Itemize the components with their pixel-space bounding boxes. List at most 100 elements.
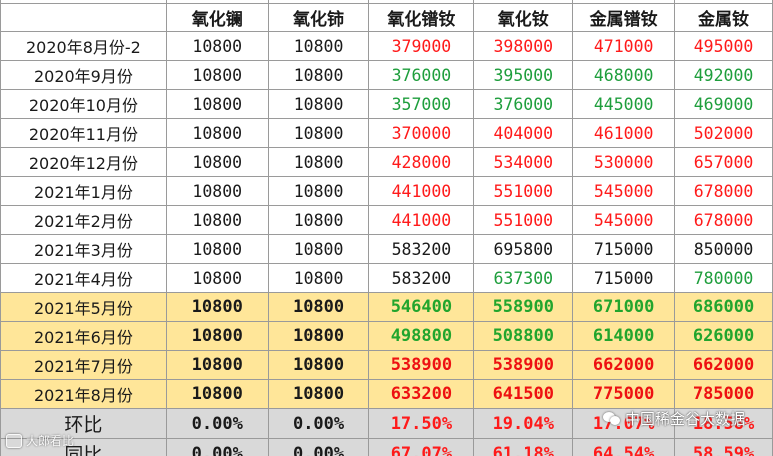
cell-prnd-oxide[interactable]: 441000 [368,176,475,206]
cell-prnd-oxide[interactable]: 498800 [368,321,475,351]
cell-cerium-oxide[interactable]: 10800 [267,234,370,264]
cell-prnd-oxide[interactable]: 546400 [368,292,475,322]
cell-prnd-oxide[interactable]: 67.07% [368,438,475,456]
row-label-cell[interactable]: 2021年4月份 [0,263,167,293]
cell-nd-oxide[interactable]: 19.04% [473,408,574,439]
cell-nd-oxide[interactable]: 61.18% [473,438,574,456]
cell-lanthanum-oxide[interactable]: 10800 [165,263,269,293]
header-cell-lanthanum-oxide[interactable]: 氧化镧 [165,3,269,32]
cell-prnd-metal[interactable]: 715000 [572,263,676,293]
cell-lanthanum-oxide[interactable]: 10800 [165,379,269,409]
cell-nd-metal[interactable]: 495000 [674,31,773,61]
cell-cerium-oxide[interactable]: 10800 [267,292,370,322]
cell-prnd-metal[interactable]: 671000 [572,292,676,322]
cell-lanthanum-oxide[interactable]: 10800 [165,118,269,148]
cell-nd-oxide[interactable]: 404000 [473,118,574,148]
cell-prnd-oxide[interactable]: 583200 [368,234,475,264]
header-cell-nd-metal[interactable]: 金属钕 [674,3,773,32]
cell-prnd-metal[interactable]: 445000 [572,89,676,119]
cell-nd-oxide[interactable]: 534000 [473,147,574,177]
cell-prnd-metal[interactable]: 471000 [572,31,676,61]
cell-prnd-oxide[interactable]: 583200 [368,263,475,293]
cell-prnd-oxide[interactable]: 379000 [368,31,475,61]
cell-lanthanum-oxide[interactable]: 10800 [165,176,269,206]
cell-prnd-metal[interactable]: 530000 [572,147,676,177]
cell-nd-metal[interactable]: 492000 [674,60,773,90]
cell-prnd-oxide[interactable]: 357000 [368,89,475,119]
cell-cerium-oxide[interactable]: 10800 [267,176,370,206]
row-label-cell[interactable]: 2020年10月份 [0,89,167,119]
cell-nd-metal[interactable]: 58.59% [674,438,773,456]
row-label-cell[interactable]: 同比 [0,438,167,456]
cell-prnd-metal[interactable]: 545000 [572,205,676,235]
row-label-cell[interactable]: 2021年3月份 [0,234,167,264]
cell-cerium-oxide[interactable]: 0.00% [267,408,370,439]
cell-nd-oxide[interactable]: 376000 [473,89,574,119]
cell-prnd-metal[interactable]: 17.07% [572,408,676,439]
cell-cerium-oxide[interactable]: 10800 [267,147,370,177]
cell-prnd-oxide[interactable]: 633200 [368,379,475,409]
cell-nd-oxide[interactable]: 641500 [473,379,574,409]
cell-nd-oxide[interactable]: 558900 [473,292,574,322]
cell-lanthanum-oxide[interactable]: 0.00% [165,438,269,456]
cell-lanthanum-oxide[interactable]: 10800 [165,60,269,90]
row-label-cell[interactable]: 2021年1月份 [0,176,167,206]
cell-nd-oxide[interactable]: 695800 [473,234,574,264]
row-label-cell[interactable]: 2021年7月份 [0,350,167,380]
row-label-cell[interactable]: 2020年9月份 [0,60,167,90]
cell-cerium-oxide[interactable]: 0.00% [267,438,370,456]
row-label-cell[interactable]: 2021年2月份 [0,205,167,235]
cell-prnd-metal[interactable]: 775000 [572,379,676,409]
header-cell-prnd-oxide[interactable]: 氧化镨钕 [368,3,475,32]
cell-prnd-oxide[interactable]: 538900 [368,350,475,380]
cell-nd-oxide[interactable]: 395000 [473,60,574,90]
cell-nd-metal[interactable]: 686000 [674,292,773,322]
cell-nd-oxide[interactable]: 637300 [473,263,574,293]
cell-lanthanum-oxide[interactable]: 10800 [165,147,269,177]
cell-prnd-oxide[interactable]: 428000 [368,147,475,177]
cell-nd-metal[interactable]: 657000 [674,147,773,177]
cell-nd-metal[interactable]: 678000 [674,205,773,235]
cell-prnd-oxide[interactable]: 370000 [368,118,475,148]
cell-cerium-oxide[interactable]: 10800 [267,263,370,293]
cell-prnd-metal[interactable]: 468000 [572,60,676,90]
cell-nd-metal[interactable]: 662000 [674,350,773,380]
cell-nd-oxide[interactable]: 508800 [473,321,574,351]
cell-prnd-oxide[interactable]: 376000 [368,60,475,90]
cell-lanthanum-oxide[interactable]: 10800 [165,350,269,380]
header-cell-prnd-metal[interactable]: 金属镨钕 [572,3,676,32]
cell-prnd-metal[interactable]: 662000 [572,350,676,380]
cell-nd-metal[interactable]: 469000 [674,89,773,119]
cell-prnd-metal[interactable]: 545000 [572,176,676,206]
cell-nd-metal[interactable]: 626000 [674,321,773,351]
cell-nd-metal[interactable]: 850000 [674,234,773,264]
cell-nd-metal[interactable]: 502000 [674,118,773,148]
cell-lanthanum-oxide[interactable]: 10800 [165,234,269,264]
row-label-cell[interactable]: 2021年6月份 [0,321,167,351]
row-label-cell[interactable]: 2020年12月份 [0,147,167,177]
header-cell-blank[interactable] [0,3,167,32]
cell-nd-oxide[interactable]: 551000 [473,176,574,206]
row-label-cell[interactable]: 2021年8月份 [0,379,167,409]
cell-nd-oxide[interactable]: 398000 [473,31,574,61]
cell-cerium-oxide[interactable]: 10800 [267,118,370,148]
cell-cerium-oxide[interactable]: 10800 [267,321,370,351]
cell-prnd-metal[interactable]: 64.54% [572,438,676,456]
cell-lanthanum-oxide[interactable]: 10800 [165,205,269,235]
cell-prnd-metal[interactable]: 614000 [572,321,676,351]
header-cell-cerium-oxide[interactable]: 氧化铈 [267,3,370,32]
cell-cerium-oxide[interactable]: 10800 [267,89,370,119]
row-label-cell[interactable]: 2020年11月份 [0,118,167,148]
cell-nd-metal[interactable]: 678000 [674,176,773,206]
cell-prnd-metal[interactable]: 715000 [572,234,676,264]
cell-cerium-oxide[interactable]: 10800 [267,379,370,409]
header-cell-nd-oxide[interactable]: 氧化钕 [473,3,574,32]
cell-lanthanum-oxide[interactable]: 10800 [165,89,269,119]
cell-nd-metal[interactable]: 780000 [674,263,773,293]
cell-cerium-oxide[interactable]: 10800 [267,205,370,235]
cell-cerium-oxide[interactable]: 10800 [267,60,370,90]
cell-prnd-oxide[interactable]: 441000 [368,205,475,235]
cell-cerium-oxide[interactable]: 10800 [267,350,370,380]
row-label-cell[interactable]: 2021年5月份 [0,292,167,322]
cell-nd-metal[interactable]: 785000 [674,379,773,409]
